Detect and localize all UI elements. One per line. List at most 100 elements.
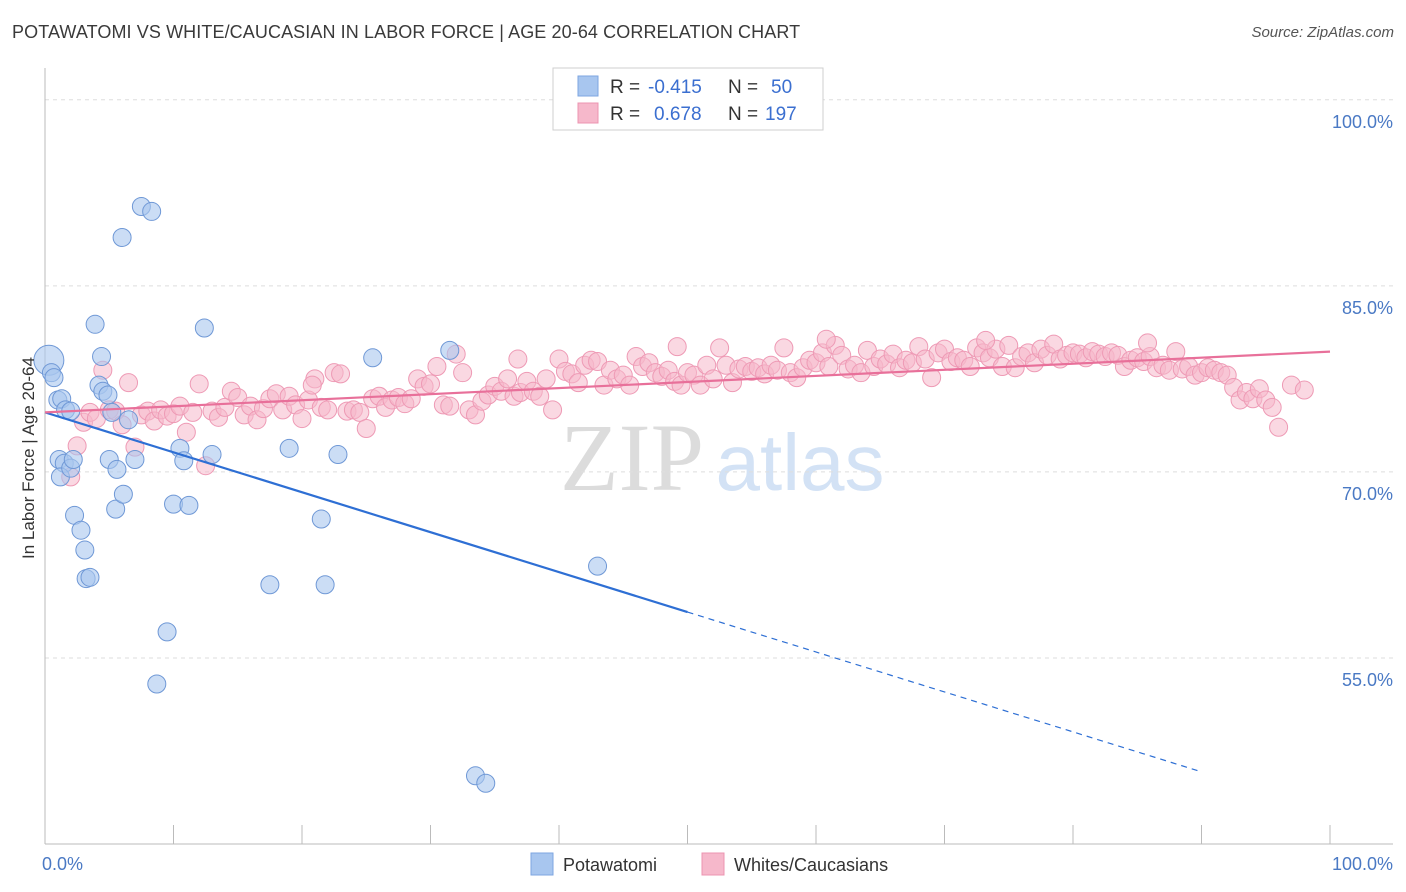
- watermark-atlas: atlas: [716, 418, 885, 507]
- whites-point: [1262, 397, 1282, 417]
- whites-point: [530, 386, 550, 406]
- bottom-swatch-potawatomi: [530, 852, 554, 876]
- legend-r-label: R =: [610, 104, 640, 125]
- potawatomi-point: [102, 402, 122, 422]
- y-tick-label: 85.0%: [1342, 298, 1393, 318]
- whites-point: [356, 418, 376, 438]
- whites-point: [421, 374, 440, 394]
- potawatomi-point: [85, 314, 105, 334]
- bottom-swatch-whites: [701, 852, 725, 876]
- axes: [44, 68, 1393, 845]
- potawatomi-point: [142, 201, 162, 221]
- x-tick-label: 0.0%: [42, 854, 83, 874]
- whites-point: [292, 409, 312, 429]
- whites-point: [427, 356, 447, 376]
- whites-point: [922, 368, 942, 388]
- potawatomi-point: [125, 450, 145, 469]
- whites-point: [189, 374, 209, 394]
- potawatomi-point: [311, 509, 331, 529]
- whites-point: [508, 349, 528, 369]
- whites-point: [774, 338, 794, 358]
- whites-point: [816, 329, 836, 349]
- legend-r-label: R =: [610, 77, 640, 98]
- potawatomi-point: [71, 520, 91, 540]
- series-legend: Potawatomi Whites/Caucasians: [530, 852, 888, 876]
- whites-trend-line: [44, 350, 1331, 414]
- potawatomi-point: [179, 495, 199, 515]
- whites-point: [331, 364, 351, 384]
- legend-r-value: 0.678: [654, 104, 702, 125]
- trend-lines: [44, 350, 1331, 773]
- whites-points: [61, 329, 1314, 487]
- legend-n-value: 197: [765, 104, 797, 125]
- legend-n-label: N =: [728, 77, 758, 98]
- whites-point: [440, 396, 460, 416]
- potawatomi-point: [106, 499, 126, 519]
- whites-point: [1294, 380, 1314, 400]
- whites-point: [350, 402, 370, 422]
- potawatomi-point: [63, 450, 83, 469]
- y-tick-label: 100.0%: [1332, 112, 1393, 132]
- whites-point: [1138, 333, 1158, 353]
- whites-point: [703, 369, 723, 389]
- whites-point: [667, 337, 687, 357]
- legend-swatch-potawatomi: [577, 75, 599, 97]
- legend-n-label: N =: [728, 104, 758, 125]
- whites-point: [176, 422, 196, 442]
- y-tick-labels: 100.0% 85.0% 70.0% 55.0%: [1332, 112, 1393, 690]
- potawatomi-point: [147, 674, 167, 694]
- y-tick-label: 70.0%: [1342, 484, 1393, 504]
- watermark-zip: ZIP: [560, 404, 704, 511]
- potawatomi-point: [315, 575, 335, 595]
- potawatomi-trend-extension: [687, 611, 1202, 773]
- whites-point: [976, 330, 996, 350]
- whites-point: [710, 338, 730, 358]
- whites-point: [318, 400, 338, 420]
- stats-legend: R = -0.415 N = 50 R = 0.678 N = 197: [552, 67, 824, 131]
- potawatomi-point: [119, 410, 139, 430]
- whites-point: [302, 375, 322, 395]
- whites-point: [960, 356, 980, 376]
- whites-point: [536, 369, 556, 389]
- x-tick-labels: 0.0% 100.0%: [42, 854, 1393, 874]
- whites-point: [453, 363, 473, 383]
- y-tick-label: 55.0%: [1342, 670, 1393, 690]
- y-axis-label: In Labor Force | Age 20-64: [19, 357, 38, 559]
- potawatomi-point: [194, 318, 214, 338]
- legend-n-value: 50: [771, 77, 792, 98]
- whites-point: [543, 400, 563, 420]
- whites-point: [119, 373, 139, 393]
- potawatomi-point: [260, 575, 280, 595]
- x-tick-label: 100.0%: [1332, 854, 1393, 874]
- whites-point: [1269, 417, 1289, 437]
- potawatomi-point: [363, 348, 383, 368]
- potawatomi-point: [588, 556, 608, 576]
- whites-point: [498, 369, 518, 389]
- potawatomi-point: [476, 773, 496, 793]
- potawatomi-point: [107, 459, 127, 479]
- whites-point: [183, 402, 203, 422]
- whites-point: [1166, 342, 1186, 362]
- potawatomi-point: [80, 567, 100, 587]
- potawatomi-point: [75, 540, 95, 560]
- whites-point: [999, 335, 1019, 355]
- potawatomi-point: [440, 340, 460, 360]
- chart-source: Source: ZipAtlas.com: [1251, 24, 1394, 41]
- potawatomi-point: [157, 622, 177, 642]
- potawatomi-point: [112, 227, 132, 247]
- legend-r-value: -0.415: [648, 77, 702, 98]
- potawatomi-point: [202, 445, 222, 465]
- chart-title: POTAWATOMI VS WHITE/CAUCASIAN IN LABOR F…: [12, 22, 801, 42]
- potawatomi-point: [98, 385, 118, 405]
- potawatomi-point: [44, 368, 64, 388]
- legend-swatch-whites: [577, 102, 599, 124]
- whites-point: [568, 373, 588, 393]
- potawatomi-points: [33, 196, 608, 793]
- bottom-legend-whites: Whites/Caucasians: [734, 855, 888, 875]
- potawatomi-trend-line: [44, 411, 688, 614]
- bottom-legend-potawatomi: Potawatomi: [563, 855, 657, 875]
- potawatomi-point: [92, 347, 112, 367]
- potawatomi-point: [113, 484, 133, 504]
- potawatomi-point: [279, 438, 299, 458]
